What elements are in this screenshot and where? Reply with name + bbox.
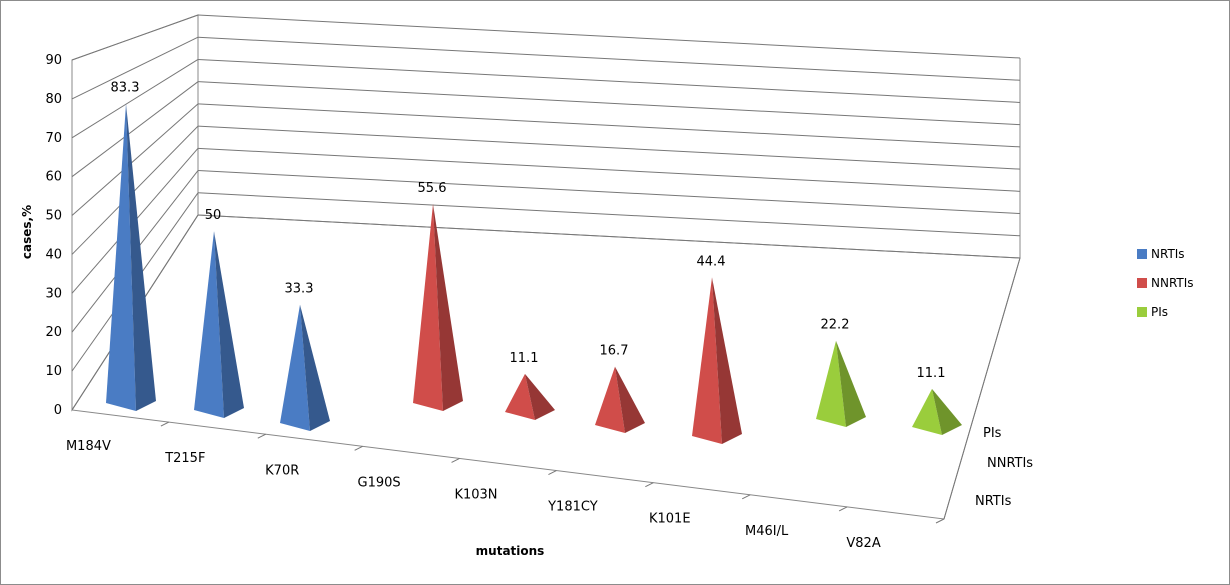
depth-axis xyxy=(943,257,1021,520)
gridline xyxy=(197,214,1021,259)
x-tick xyxy=(451,457,460,463)
pyramid-face-side xyxy=(836,340,866,427)
y-tick-label: 50 xyxy=(45,209,62,224)
x-axis-title: mutations xyxy=(476,544,545,558)
x-tick-label: K101E xyxy=(649,512,691,527)
data-labels: 83.3 50 33.3 55.6 11.1 16.7 44.4 22.2 11.1 xyxy=(111,81,946,381)
y-tick-label: 80 xyxy=(45,92,62,107)
pyramid-face-side xyxy=(932,388,962,435)
x-tick xyxy=(354,445,363,451)
y-axis-ticks: 0 10 20 30 40 50 60 70 80 90 xyxy=(45,53,62,418)
data-label: 55.6 xyxy=(418,181,447,196)
pyramid-face-side xyxy=(433,203,463,411)
data-label: 44.4 xyxy=(697,254,726,269)
x-tick xyxy=(160,421,170,427)
depth-tick-label: NNRTIs xyxy=(987,456,1033,471)
gridline xyxy=(197,125,1021,170)
y-axis-title: cases,% xyxy=(20,205,34,259)
gridline xyxy=(71,103,199,216)
gridline xyxy=(197,192,1021,237)
data-label: 33.3 xyxy=(285,282,314,297)
legend-label: PIs xyxy=(1151,305,1168,319)
y-tick-label: 20 xyxy=(45,325,62,340)
y-tick-label: 0 xyxy=(54,403,62,418)
gridline xyxy=(197,36,1021,81)
y-tick-label: 40 xyxy=(45,247,62,262)
pyramid-face-front xyxy=(692,277,722,444)
y-tick-label: 70 xyxy=(45,131,62,146)
pyramid-face-side xyxy=(615,366,645,433)
gridline xyxy=(197,103,1021,148)
data-label: 22.2 xyxy=(821,318,850,333)
pyramid-face-front xyxy=(505,373,535,420)
data-label: 83.3 xyxy=(111,81,140,96)
gridline xyxy=(197,58,1021,103)
depth-tick-label: NRTIs xyxy=(975,494,1012,509)
x-tick-label: V82A xyxy=(846,536,880,551)
x-tick-label: Y181CY xyxy=(547,500,598,515)
x-tick-label: G190S xyxy=(358,475,401,490)
x-tick-label: K103N xyxy=(454,488,497,503)
depth-tick-label: PIs xyxy=(983,426,1002,441)
x-tick-label: T215F xyxy=(164,451,205,466)
data-label: 11.1 xyxy=(917,366,946,381)
gridline xyxy=(197,81,1021,126)
y-tick-label: 10 xyxy=(45,364,62,379)
pyramid-face-side xyxy=(126,103,156,412)
pyramid-face-front xyxy=(912,388,942,435)
x-tick xyxy=(838,506,848,512)
gridline xyxy=(71,81,199,178)
legend-swatch xyxy=(1137,307,1147,317)
legend: NRTIs NNRTIs PIs xyxy=(1137,247,1194,319)
pyramid-face-side xyxy=(214,231,244,418)
y-tick-label: 60 xyxy=(45,170,62,185)
x-tick xyxy=(935,518,945,524)
pyramid-face-front xyxy=(280,304,310,431)
x-tick xyxy=(741,494,751,500)
gridline xyxy=(197,170,1021,215)
x-axis-ticks: M184V T215F K70R G190S K103N Y181CY K101E M46I/… xyxy=(66,421,945,551)
gridline xyxy=(197,147,1021,192)
y-tick-label: 30 xyxy=(45,286,62,301)
pyramid-face-front xyxy=(816,340,846,427)
gridline xyxy=(71,14,199,61)
gridline xyxy=(71,59,199,139)
x-tick xyxy=(257,433,267,439)
gridline xyxy=(71,125,199,255)
legend-label: NRTIs xyxy=(1151,247,1185,261)
legend-label: NNRTIs xyxy=(1151,276,1194,290)
chart-marks xyxy=(106,103,962,444)
depth-axis-ticks: NRTIs NNRTIs PIs xyxy=(943,257,1033,520)
data-label: 50 xyxy=(205,208,222,223)
data-label: 11.1 xyxy=(510,351,539,366)
pyramid-face-side xyxy=(712,277,742,444)
x-tick xyxy=(548,470,557,476)
legend-swatch xyxy=(1137,278,1147,288)
legend-swatch xyxy=(1137,249,1147,259)
x-tick-label: M184V xyxy=(66,439,111,454)
pyramid-face-side xyxy=(300,304,330,431)
pyramid-face-front xyxy=(595,366,625,433)
x-tick xyxy=(645,482,654,488)
x-tick-label: M46I/L xyxy=(745,524,789,539)
gridline xyxy=(71,36,199,100)
pyramid-face-side xyxy=(525,373,555,420)
x-tick-label: K70R xyxy=(265,463,299,478)
gridline xyxy=(197,14,1021,59)
y-tick-label: 90 xyxy=(45,53,62,68)
data-label: 16.7 xyxy=(600,344,629,359)
